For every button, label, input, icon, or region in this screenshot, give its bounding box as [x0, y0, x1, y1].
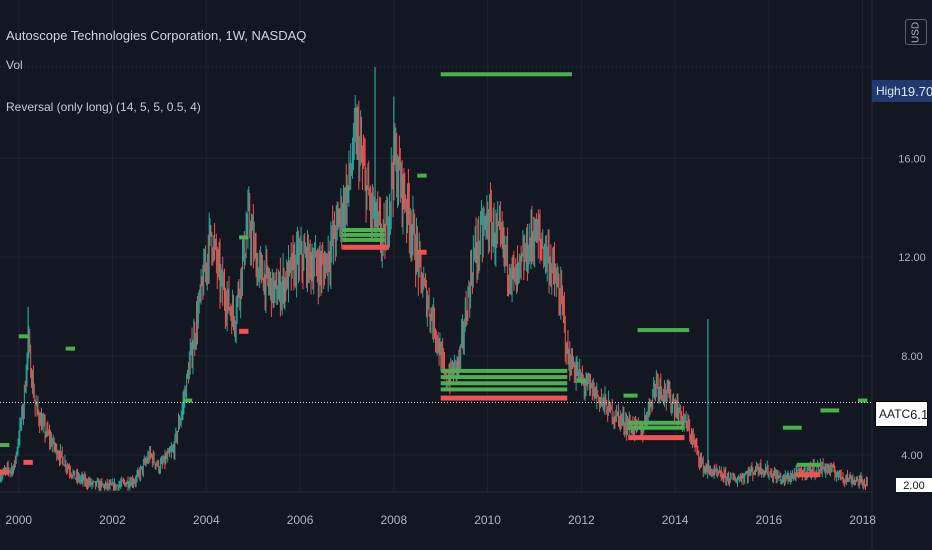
green-level-bar	[628, 425, 685, 430]
green-level-bar	[239, 235, 249, 240]
x-tick-label: 2006	[287, 513, 314, 527]
y-tick-label-bottom: 2.00	[903, 480, 924, 492]
red-level-bar	[23, 459, 33, 465]
red-level-bar	[0, 469, 10, 475]
x-tick-label: 2014	[662, 513, 689, 527]
bottom-price-badge	[896, 478, 932, 492]
green-level-bar	[65, 346, 76, 351]
green-level-bar	[417, 173, 427, 178]
green-level-bar	[576, 378, 587, 383]
chart-title: Autoscope Technologies Corporation, 1W, …	[6, 28, 307, 43]
x-tick-label: 2016	[756, 513, 783, 527]
green-level-bar	[623, 393, 638, 398]
green-level-bar	[440, 72, 572, 77]
red-level-bar	[342, 244, 390, 250]
y-tick-label: 12.00	[898, 252, 926, 264]
last-price-value: 6.12	[910, 406, 932, 422]
currency-button[interactable]: USD	[905, 19, 927, 45]
green-level-bar	[796, 462, 821, 467]
green-level-bar	[440, 381, 568, 386]
last-price-badge: AATC 6.12	[875, 401, 932, 427]
green-level-bar	[782, 425, 802, 430]
red-level-bar	[440, 395, 568, 401]
red-level-bar	[628, 435, 685, 441]
green-level-bar	[857, 398, 868, 403]
x-tick-label: 2008	[380, 513, 407, 527]
green-level-bar	[628, 420, 685, 425]
red-level-bar	[796, 472, 821, 478]
green-level-bar	[820, 408, 840, 413]
green-level-bar	[182, 398, 193, 403]
x-tick-label: 2012	[568, 513, 595, 527]
green-level-bar	[637, 328, 690, 333]
x-tick-label: 2010	[474, 513, 501, 527]
green-level-bar	[342, 227, 385, 232]
symbol-label: AATC	[879, 407, 911, 421]
red-level-bar	[417, 249, 427, 255]
volume-indicator-label[interactable]: Vol	[6, 58, 23, 72]
red-level-bar	[239, 328, 249, 334]
y-tick-label: 16.00	[898, 153, 926, 165]
green-level-bar	[342, 237, 385, 242]
green-level-bar	[18, 334, 29, 339]
high-label: High	[876, 84, 901, 98]
candles	[0, 95, 868, 491]
green-level-bar	[440, 387, 568, 392]
y-tick-label: 8.00	[901, 351, 922, 363]
green-level-bar	[342, 232, 385, 237]
reversal-indicator-label[interactable]: Reversal (only long) (14, 5, 5, 0.5, 4)	[6, 100, 201, 114]
x-tick-label: 2018	[849, 513, 876, 527]
high-value: 19.70	[900, 83, 932, 99]
y-tick-label: 4.00	[901, 450, 922, 462]
x-tick-label: 2000	[5, 513, 32, 527]
x-tick-label: 2004	[193, 513, 220, 527]
high-price-badge: High 19.70	[872, 80, 932, 102]
green-level-bar	[440, 375, 568, 380]
green-level-bar	[0, 443, 10, 448]
x-tick-label: 2002	[99, 513, 126, 527]
green-level-bar	[440, 368, 568, 373]
